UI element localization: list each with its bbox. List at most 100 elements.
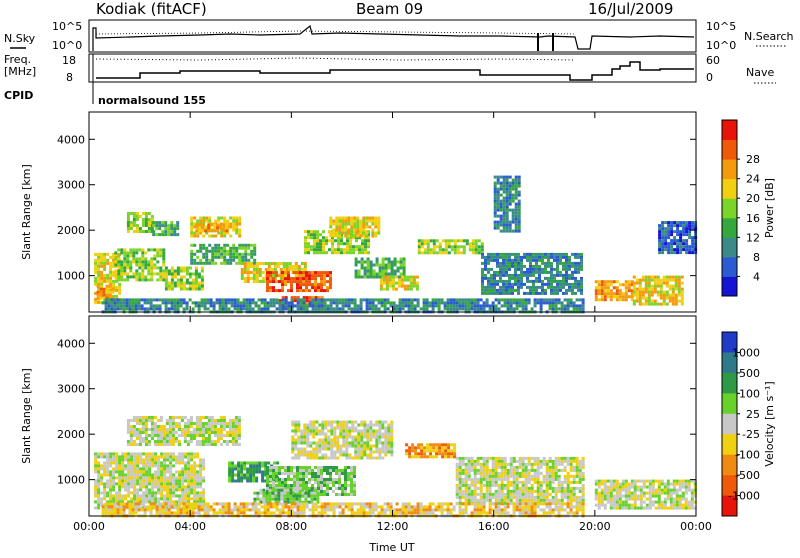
echo-cell — [468, 457, 471, 460]
echo-cell — [377, 232, 380, 235]
echo-cell — [541, 280, 544, 283]
echo-cell — [114, 275, 117, 278]
echo-cell — [271, 489, 274, 492]
echo-cell — [258, 462, 261, 465]
echo-cell — [174, 282, 177, 285]
echo-cell — [184, 416, 187, 419]
echo-cell — [320, 289, 323, 292]
echo-cell — [253, 277, 256, 280]
echo-cell — [178, 452, 181, 455]
echo-cell — [133, 476, 136, 479]
echo-cell — [178, 476, 181, 479]
echo-cell — [159, 275, 162, 278]
echo-cell — [432, 307, 435, 310]
echo-cell — [222, 301, 225, 304]
echo-cell — [336, 445, 339, 448]
echo-cell — [669, 288, 672, 291]
echo-cell — [296, 469, 299, 472]
echo-cell — [472, 248, 475, 251]
echo-cell — [160, 440, 163, 443]
echo-cell — [387, 307, 390, 310]
echo-cell — [573, 301, 576, 304]
echo-cell — [181, 467, 184, 470]
echo-cell — [120, 307, 123, 310]
echo-cell — [142, 419, 145, 422]
echo-cell — [272, 481, 275, 484]
colorbar-segment — [722, 218, 737, 238]
echo-cell — [318, 451, 321, 454]
echo-cell — [190, 256, 193, 259]
echo-cell — [142, 476, 145, 479]
echo-cell — [537, 301, 540, 304]
echo-cell — [372, 430, 375, 433]
echo-cell — [481, 292, 484, 295]
echo-cell — [487, 292, 490, 295]
echo-cell — [336, 301, 339, 304]
echo-cell — [165, 279, 168, 282]
echo-cell — [404, 288, 407, 291]
echo-cell — [220, 262, 223, 265]
echo-cell — [324, 304, 327, 307]
echo-cell — [336, 424, 339, 427]
echo-cell — [243, 462, 246, 465]
echo-cell — [345, 430, 348, 433]
echo-cell — [235, 217, 238, 220]
echo-cell — [345, 445, 348, 448]
echo-cell — [574, 283, 577, 286]
echo-cell — [151, 464, 154, 467]
echo-cell — [509, 191, 512, 194]
echo-cell — [324, 301, 327, 304]
echo-cell — [117, 272, 120, 275]
echo-cell — [381, 433, 384, 436]
nsky-trace — [93, 26, 694, 51]
echo-cell — [460, 245, 463, 248]
echo-cell — [658, 248, 661, 251]
echo-cell — [648, 294, 651, 297]
echo-cell — [145, 425, 148, 428]
echo-cell — [616, 289, 619, 292]
echo-cell — [550, 277, 553, 280]
echo-cell — [326, 487, 329, 490]
echo-cell — [97, 253, 100, 256]
echo-cell — [350, 232, 353, 235]
echo-cell — [183, 298, 186, 301]
echo-cell — [387, 424, 390, 427]
beam-title: Beam 09 — [356, 0, 423, 18]
echo-cell — [302, 289, 305, 292]
echo-cell — [303, 436, 306, 439]
echo-cell — [187, 428, 190, 431]
echo-cell — [171, 285, 174, 288]
echo-cell — [303, 298, 306, 301]
echo-cell — [471, 469, 474, 472]
echo-cell — [201, 282, 204, 285]
echo-cell — [435, 301, 438, 304]
echo-cell — [663, 294, 666, 297]
echo-cell — [196, 455, 199, 458]
echo-cell — [136, 422, 139, 425]
echo-cell — [181, 476, 184, 479]
echo-cell — [114, 251, 117, 254]
echo-cell — [664, 227, 667, 230]
echo-cell — [607, 295, 610, 298]
echo-cell — [150, 248, 153, 251]
echo-cell — [478, 248, 481, 251]
echo-cell — [508, 268, 511, 271]
echo-cell — [363, 424, 366, 427]
echo-cell — [153, 248, 156, 251]
echo-cell — [324, 457, 327, 460]
echo-cell — [532, 259, 535, 262]
echo-cell — [106, 277, 109, 280]
echo-cell — [365, 226, 368, 229]
echo-cell — [160, 473, 163, 476]
echo-cell — [126, 278, 129, 281]
echo-cell — [105, 304, 108, 307]
echo-cell — [160, 434, 163, 437]
echo-cell — [295, 489, 298, 492]
echo-cell — [565, 274, 568, 277]
echo-cell — [154, 494, 157, 497]
echo-cell — [214, 247, 217, 250]
echo-cell — [290, 277, 293, 280]
echo-cell — [237, 480, 240, 483]
echo-cell — [395, 276, 398, 279]
echo-cell — [358, 273, 361, 276]
